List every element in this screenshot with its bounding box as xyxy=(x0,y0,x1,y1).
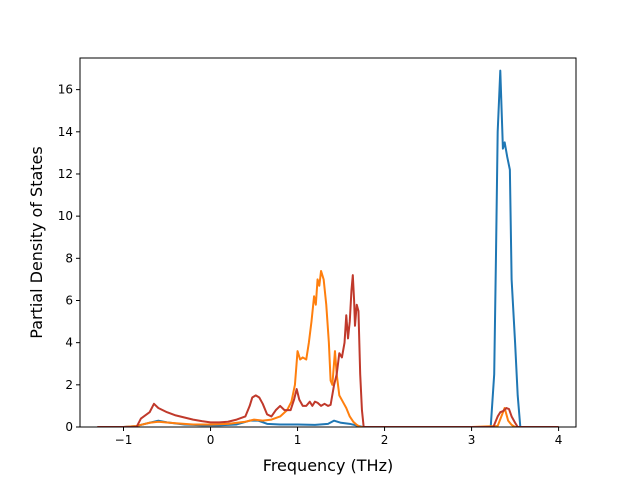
y-tick-label: 8 xyxy=(65,251,73,265)
x-axis-label: Frequency (THz) xyxy=(263,456,393,475)
y-tick-label: 14 xyxy=(58,125,73,139)
y-tick-label: 0 xyxy=(65,420,73,434)
y-tick-label: 2 xyxy=(65,378,73,392)
series-line-1 xyxy=(97,69,559,427)
y-tick-label: 12 xyxy=(58,167,73,181)
x-tick-label: 0 xyxy=(207,433,215,447)
x-tick-label: −1 xyxy=(115,433,133,447)
y-axis-label: Partial Density of States xyxy=(27,146,46,338)
x-tick-label: 4 xyxy=(555,433,563,447)
series-layer xyxy=(97,69,559,427)
series-line-2 xyxy=(97,269,559,427)
x-tick-label: 1 xyxy=(294,433,302,447)
plot-frame xyxy=(79,57,577,428)
y-tick-label: 10 xyxy=(58,209,73,223)
y-tick-label: 16 xyxy=(58,83,73,97)
y-tick-label: 6 xyxy=(65,293,73,307)
x-axis-ticks: −1 0 1 2 3 4 xyxy=(115,427,563,447)
x-tick-label: 2 xyxy=(381,433,389,447)
x-tick-label: 3 xyxy=(468,433,476,447)
y-axis-ticks: 0 2 4 6 8 10 12 14 16 xyxy=(58,83,80,434)
series-line-3 xyxy=(97,274,559,427)
y-tick-label: 4 xyxy=(65,336,73,350)
